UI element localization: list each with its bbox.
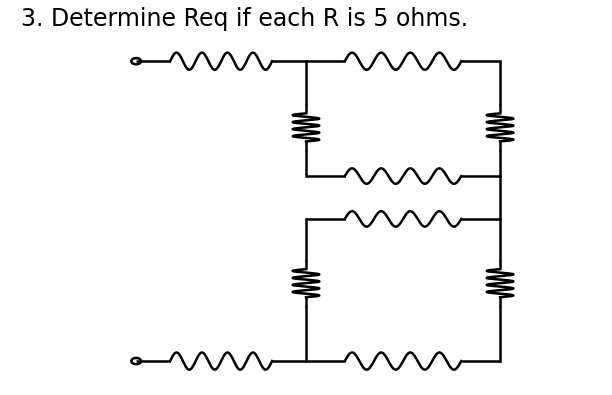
Text: 3. Determine Req if each R is 5 ohms.: 3. Determine Req if each R is 5 ohms. bbox=[21, 7, 468, 31]
